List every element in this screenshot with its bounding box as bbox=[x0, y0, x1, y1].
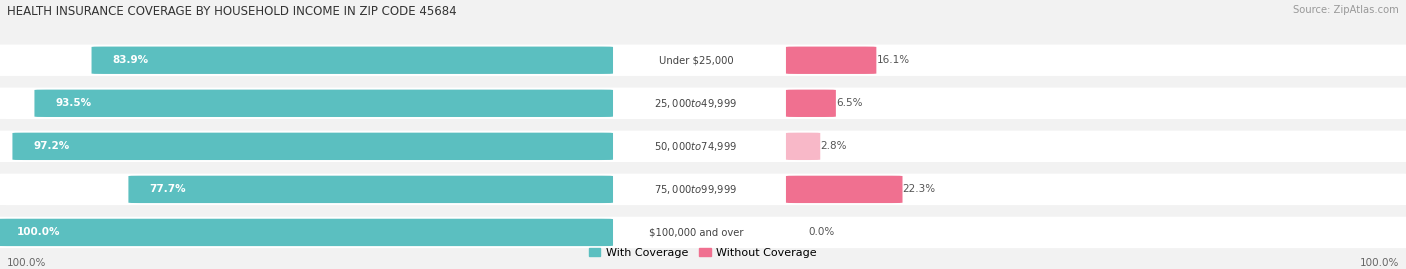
FancyBboxPatch shape bbox=[786, 90, 835, 117]
FancyBboxPatch shape bbox=[13, 133, 613, 160]
Text: $50,000 to $74,999: $50,000 to $74,999 bbox=[654, 140, 738, 153]
Text: $25,000 to $49,999: $25,000 to $49,999 bbox=[654, 97, 738, 110]
FancyBboxPatch shape bbox=[786, 176, 903, 203]
FancyBboxPatch shape bbox=[91, 47, 613, 74]
Text: 100.0%: 100.0% bbox=[7, 259, 46, 268]
FancyBboxPatch shape bbox=[0, 88, 1406, 119]
Text: 100.0%: 100.0% bbox=[1360, 259, 1399, 268]
Text: 16.1%: 16.1% bbox=[876, 55, 910, 65]
FancyBboxPatch shape bbox=[0, 45, 1406, 76]
FancyBboxPatch shape bbox=[0, 217, 1406, 248]
FancyBboxPatch shape bbox=[0, 219, 613, 246]
Text: 77.7%: 77.7% bbox=[149, 184, 186, 194]
FancyBboxPatch shape bbox=[786, 133, 820, 160]
Text: HEALTH INSURANCE COVERAGE BY HOUSEHOLD INCOME IN ZIP CODE 45684: HEALTH INSURANCE COVERAGE BY HOUSEHOLD I… bbox=[7, 5, 457, 18]
Text: $75,000 to $99,999: $75,000 to $99,999 bbox=[654, 183, 738, 196]
Text: 93.5%: 93.5% bbox=[55, 98, 91, 108]
FancyBboxPatch shape bbox=[0, 174, 1406, 205]
Text: $100,000 and over: $100,000 and over bbox=[648, 227, 744, 238]
Legend: With Coverage, Without Coverage: With Coverage, Without Coverage bbox=[589, 248, 817, 258]
Text: 97.2%: 97.2% bbox=[34, 141, 70, 151]
FancyBboxPatch shape bbox=[34, 90, 613, 117]
Text: Under $25,000: Under $25,000 bbox=[658, 55, 734, 65]
Text: 6.5%: 6.5% bbox=[835, 98, 862, 108]
FancyBboxPatch shape bbox=[128, 176, 613, 203]
Text: Source: ZipAtlas.com: Source: ZipAtlas.com bbox=[1294, 5, 1399, 15]
Text: 0.0%: 0.0% bbox=[808, 227, 835, 238]
Text: 2.8%: 2.8% bbox=[820, 141, 846, 151]
Text: 83.9%: 83.9% bbox=[112, 55, 149, 65]
FancyBboxPatch shape bbox=[786, 47, 876, 74]
Text: 22.3%: 22.3% bbox=[903, 184, 935, 194]
Text: 100.0%: 100.0% bbox=[17, 227, 60, 238]
FancyBboxPatch shape bbox=[0, 131, 1406, 162]
